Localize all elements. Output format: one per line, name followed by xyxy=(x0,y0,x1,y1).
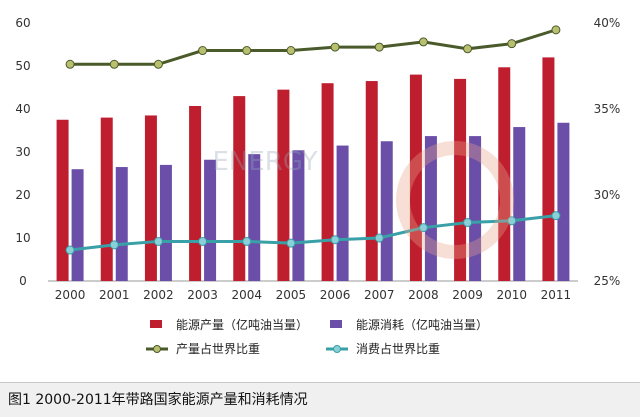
y-tick-label-left: 0 xyxy=(19,274,27,288)
bar xyxy=(233,96,246,281)
bar xyxy=(498,67,511,281)
caption-divider xyxy=(0,382,640,383)
bar xyxy=(409,74,422,281)
line-point xyxy=(286,238,296,248)
line-point xyxy=(507,39,517,49)
line-point xyxy=(65,59,75,69)
line-point xyxy=(198,236,208,246)
line-point xyxy=(374,42,384,52)
y-tick-label-left: 10 xyxy=(15,231,30,245)
line-point xyxy=(109,59,119,69)
bar xyxy=(71,169,84,281)
line-point xyxy=(242,236,252,246)
line-point xyxy=(374,233,384,243)
bar xyxy=(454,78,467,282)
y-tick-label-left: 40 xyxy=(15,102,30,116)
y-tick-label-left: 60 xyxy=(15,16,30,30)
bar xyxy=(336,145,349,281)
y-tick-label-right: 40% xyxy=(594,16,621,30)
line-point xyxy=(153,59,163,69)
line-point xyxy=(65,245,75,255)
x-tick-label: 2000 xyxy=(55,288,86,302)
y-tick-label-right: 35% xyxy=(594,102,621,116)
line-point xyxy=(153,236,163,246)
bar xyxy=(115,167,128,281)
x-tick-label: 2008 xyxy=(408,288,439,302)
bar xyxy=(277,89,290,282)
bar xyxy=(424,136,437,281)
y-tick-label-left: 50 xyxy=(15,59,30,73)
bar xyxy=(365,81,378,281)
line-point xyxy=(198,46,208,56)
line-point xyxy=(242,46,252,56)
x-tick-label: 2005 xyxy=(276,288,307,302)
combo-chart: 0 10 20 30 40 50 60 25% 30% 35% 40% 2000 2001 2002 200… xyxy=(15,16,621,356)
line-point xyxy=(418,37,428,47)
bar xyxy=(542,57,555,282)
bar xyxy=(100,117,113,281)
line-point xyxy=(463,218,473,228)
x-tick-label: 2007 xyxy=(364,288,395,302)
line-point xyxy=(507,216,517,226)
series-line xyxy=(70,28,557,66)
bar xyxy=(159,164,172,281)
bar xyxy=(321,83,334,281)
x-tick-label: 2001 xyxy=(99,288,130,302)
bar xyxy=(56,119,69,281)
legend-swatch-marker xyxy=(333,345,341,353)
y-tick-label-right: 25% xyxy=(594,274,621,288)
bar xyxy=(557,122,570,281)
bar xyxy=(469,136,482,281)
bar xyxy=(248,154,261,281)
y-tick-label-left: 20 xyxy=(15,188,30,202)
line-point xyxy=(330,235,340,245)
y-tick-label-right: 30% xyxy=(594,188,621,202)
line-point xyxy=(551,211,561,221)
line-point xyxy=(286,46,296,56)
line-point xyxy=(330,42,340,52)
x-tick-label: 2006 xyxy=(320,288,351,302)
legend-label: 消费占世界比重 xyxy=(356,341,440,356)
bar xyxy=(513,127,526,281)
legend-label: 能源消耗（亿吨油当量） xyxy=(356,317,488,332)
x-tick-label: 2004 xyxy=(231,288,262,302)
legend-swatch-marker xyxy=(153,345,161,353)
series-line xyxy=(69,214,557,252)
bar xyxy=(380,141,393,281)
bar xyxy=(204,159,217,281)
legend-swatch xyxy=(150,320,162,328)
x-tick-label: 2011 xyxy=(541,288,572,302)
x-tick-label: 2002 xyxy=(143,288,174,302)
legend-label: 能源产量（亿吨油当量） xyxy=(176,317,308,332)
x-tick-label: 2003 xyxy=(187,288,218,302)
line-point xyxy=(463,44,473,54)
chart-area: 0 10 20 30 40 50 60 25% 30% 35% 40% 2000 2001 2002 200… xyxy=(15,16,621,356)
line-point xyxy=(418,223,428,233)
legend-label: 产量占世界比重 xyxy=(176,341,260,356)
line-point xyxy=(109,240,119,250)
bar xyxy=(144,115,157,281)
bar xyxy=(189,105,202,282)
line-point xyxy=(551,25,561,35)
x-tick-label: 2009 xyxy=(452,288,483,302)
legend-swatch xyxy=(330,320,342,328)
bar xyxy=(292,150,305,281)
y-tick-label-left: 30 xyxy=(15,145,30,159)
x-tick-label: 2010 xyxy=(496,288,527,302)
figure-caption: 图1 2000-2011年带路国家能源产量和消耗情况 xyxy=(0,383,640,417)
